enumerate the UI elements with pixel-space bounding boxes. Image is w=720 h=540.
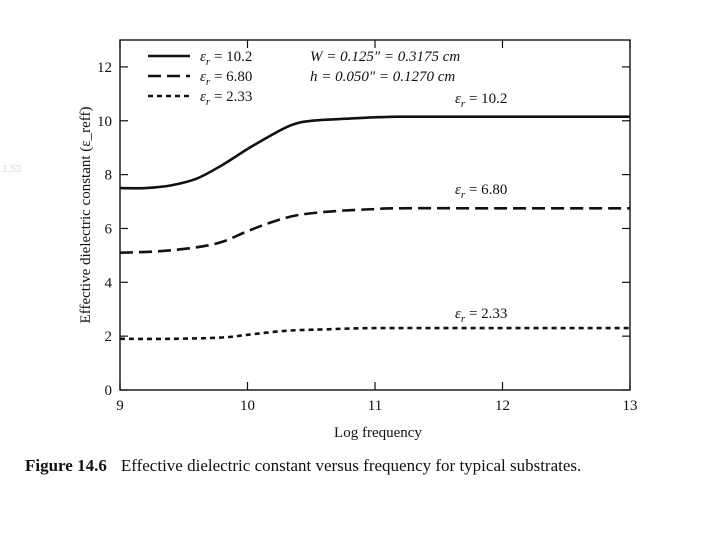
series-end-value-3: = 2.33: [465, 306, 507, 322]
legend-label-3: εr = 2.33: [200, 89, 252, 108]
legend-note-height: h = 0.050″ = 0.1270 cm: [310, 69, 455, 85]
legend-note-width: W = 0.125″ = 0.3175 cm: [310, 49, 460, 65]
y-tick-label: 6: [105, 221, 113, 237]
series-end-label-2: εr = 6.80: [455, 182, 507, 201]
x-tick-label: 10: [240, 398, 255, 414]
series-layer: [119, 115, 630, 341]
x-axis-title: Log frequency: [334, 425, 422, 441]
side-note: 1.53: [2, 164, 22, 175]
figure-caption: Figure 14.6 Effective dielectric constant…: [25, 456, 705, 476]
legend-label-2: εr = 6.80: [200, 69, 252, 88]
legend: εr = 10.2 εr = 6.80 εr = 2.33 W = 0.125″…: [148, 49, 460, 108]
y-tick-label: 12: [97, 60, 112, 76]
x-tick-label: 9: [116, 398, 124, 414]
series-line-3: [119, 326, 630, 341]
x-tick-label: 11: [368, 398, 382, 414]
figure-caption-text: Effective dielectric constant versus fre…: [120, 456, 582, 475]
y-axis-title: Effective dielectric constant (ε_reff): [78, 107, 94, 324]
series-line-2: [119, 206, 630, 254]
series-end-value-1: = 10.2: [465, 91, 507, 107]
series-end-label-3: εr = 2.33: [455, 306, 507, 325]
legend-label-1: εr = 10.2: [200, 49, 252, 68]
y-tick-label: 8: [105, 168, 113, 184]
x-tick-label: 13: [623, 398, 638, 414]
y-tick-label: 4: [105, 275, 113, 291]
x-tick-label: 12: [495, 398, 510, 414]
y-tick-label: 0: [105, 383, 113, 399]
series-end-value-2: = 6.80: [465, 182, 507, 198]
axis-ticks: 0 2 4 6 8 10 12 9 10 11 12 13: [97, 40, 638, 414]
legend-value-2: = 6.80: [210, 69, 252, 85]
figure-label: Figure 14.6: [25, 456, 107, 475]
y-tick-label: 2: [105, 329, 113, 345]
series-line-1: [119, 115, 630, 190]
y-tick-label: 10: [97, 114, 112, 130]
legend-value-3: = 2.33: [210, 89, 252, 105]
legend-value-1: = 10.2: [210, 49, 252, 65]
series-end-label-1: εr = 10.2: [455, 91, 507, 110]
